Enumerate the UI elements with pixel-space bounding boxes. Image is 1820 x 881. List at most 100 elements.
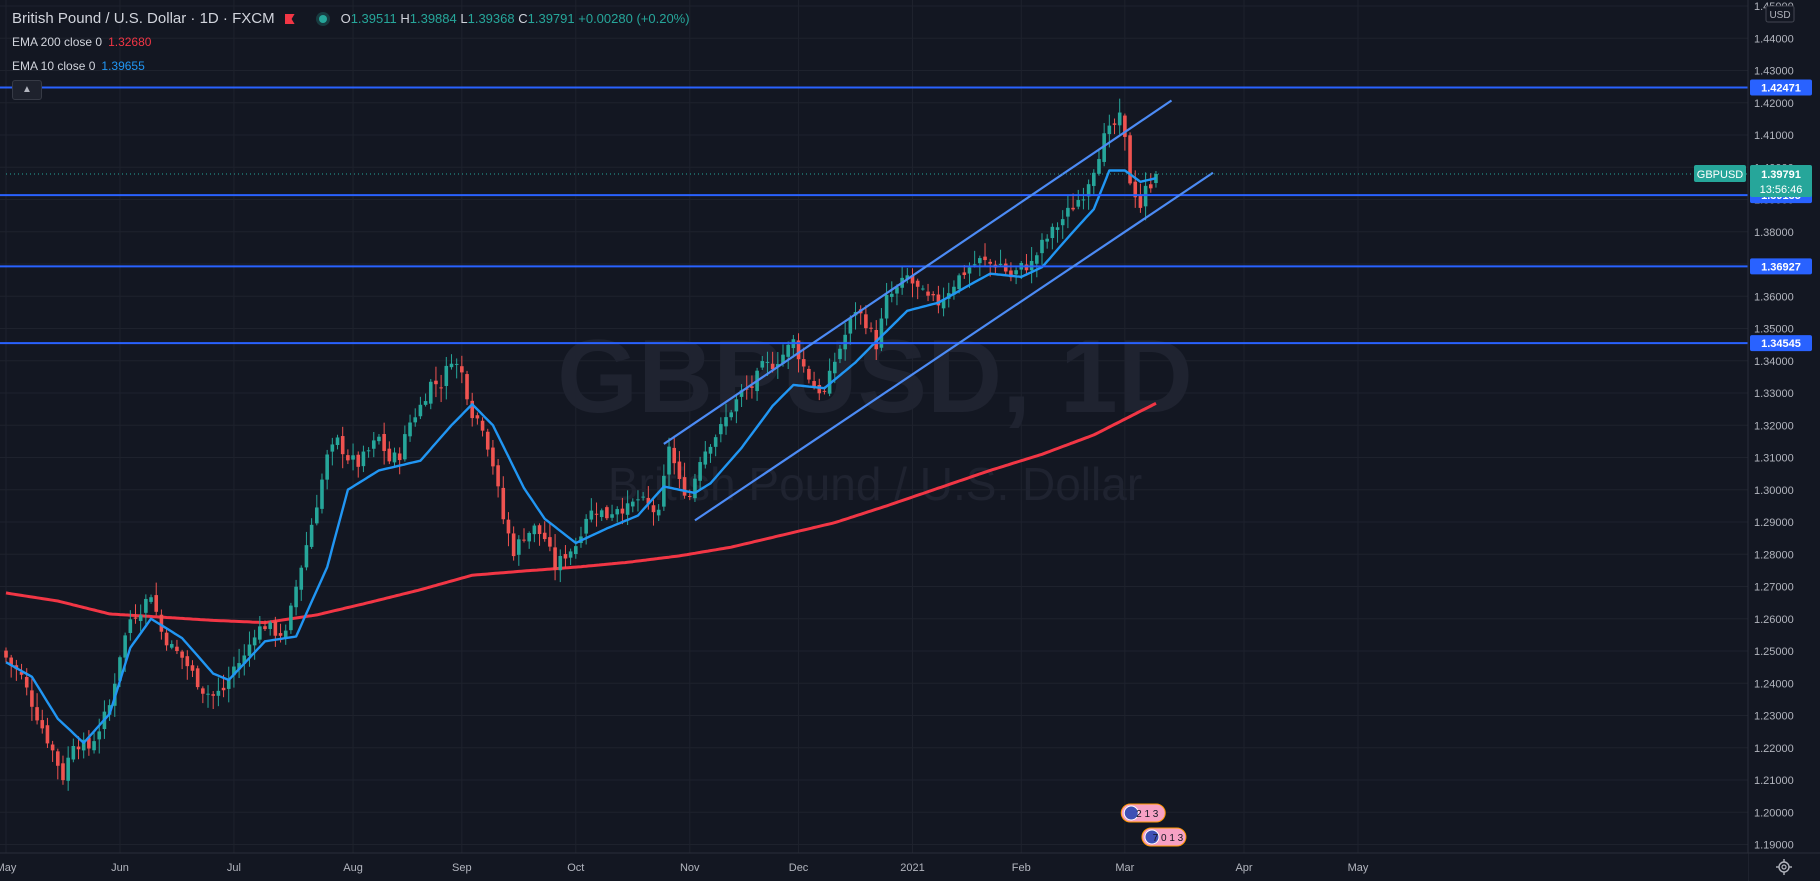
candle-body (812, 381, 816, 388)
ema10-legend[interactable]: EMA 10 close 0 1.39655 (12, 58, 145, 73)
candle-body (81, 739, 86, 751)
candle-body (66, 757, 70, 781)
candle-body (366, 450, 371, 452)
candle-body (1086, 184, 1091, 197)
candle-body (563, 554, 568, 559)
price-tick-label: 1.31000 (1754, 453, 1794, 465)
candle-body (278, 633, 283, 636)
candle-body (641, 496, 645, 498)
candle-body (309, 524, 314, 547)
ema200-name[interactable]: EMA 200 close 0 (12, 35, 103, 49)
candle-body (1071, 207, 1075, 210)
candle-body (491, 447, 495, 467)
price-tick-label: 1.25000 (1754, 646, 1794, 658)
candle-body (387, 448, 392, 462)
symbol-legend[interactable]: British Pound / U.S. Dollar · 1D · FXCM O… (12, 10, 690, 27)
ohlc-values: O1.39511 H1.39884 L1.39368 C1.39791 +0.0… (340, 11, 690, 26)
ema10-name[interactable]: EMA 10 close 0 (12, 59, 96, 73)
candle-body (423, 401, 428, 405)
candle-body (962, 272, 967, 276)
candle-body (1133, 181, 1138, 198)
candle-body (76, 746, 81, 750)
candle-body (1102, 133, 1106, 162)
candle-body (175, 646, 179, 652)
candle-body (283, 630, 288, 638)
candle-body (289, 605, 293, 631)
economic-event-flag-icon[interactable]: 2 1 3 (1120, 803, 1166, 823)
candle-body (615, 509, 620, 515)
candle-body (56, 751, 60, 766)
candle-body (625, 503, 630, 515)
candle-body (61, 763, 65, 781)
candle-body (750, 386, 754, 388)
channel-line-upper[interactable] (663, 99, 1173, 445)
candle-body (361, 451, 366, 467)
candle-body (40, 720, 45, 729)
candle-body (480, 420, 485, 431)
price-tick-label: 1.28000 (1754, 549, 1794, 561)
candle-body (242, 655, 247, 664)
flag-icon[interactable] (284, 14, 295, 24)
watermark-description: British Pound / U.S. Dollar (608, 458, 1142, 510)
ema200-legend[interactable]: EMA 200 close 0 1.32680 (12, 34, 151, 49)
price-tick-label: 1.21000 (1754, 775, 1794, 787)
candle-body (35, 707, 39, 721)
price-tick-label: 1.41000 (1754, 130, 1794, 142)
price-tick-label: 1.24000 (1754, 678, 1794, 690)
time-tick-label: May (1348, 862, 1369, 874)
ema10-value: 1.39655 (101, 59, 145, 73)
candle-body (770, 363, 775, 370)
candle-body (1040, 239, 1044, 254)
candle-body (128, 619, 133, 633)
candle-body (527, 532, 531, 542)
candle-body (211, 694, 215, 696)
candle-body (972, 264, 977, 266)
candle-body (397, 453, 402, 461)
time-tick-label: 2021 (900, 862, 924, 874)
candle-body (548, 537, 552, 547)
price-axis[interactable]: 1.450001.440001.430001.420001.410001.400… (1694, 0, 1820, 881)
currency-badge[interactable] (1765, 5, 1795, 23)
channel-line-lower[interactable] (694, 171, 1214, 522)
time-axis[interactable]: May Jun Jul Aug Sep Oct Nov Dec 2021 Feb Mar Apr May (0, 852, 1820, 881)
symbol-title[interactable]: British Pound / U.S. Dollar · 1D · FXCM (12, 10, 275, 27)
candle-body (796, 340, 801, 360)
candle-body (781, 354, 785, 364)
candle-body (983, 256, 987, 261)
candle-body (1092, 172, 1096, 186)
candle-body (92, 741, 96, 751)
candle-body (485, 431, 490, 450)
candle-body (164, 632, 169, 646)
candle-body (568, 551, 573, 558)
candle-body (537, 525, 542, 535)
candle-body (454, 363, 459, 365)
candle-body (801, 359, 806, 367)
gear-icon[interactable] (1776, 859, 1792, 875)
symbol-tag-label: GBPUSD (1697, 169, 1744, 181)
candle-body (252, 637, 257, 646)
chevron-up-icon[interactable]: ▲ (12, 80, 42, 100)
candle-body (910, 275, 915, 284)
candle-body (506, 519, 511, 534)
candle-body (786, 344, 790, 357)
candle-body (682, 477, 687, 496)
candle-body (9, 657, 13, 665)
candle-body (1003, 263, 1008, 272)
candle-body (185, 656, 190, 667)
event-markers[interactable]: 2 1 3 7 0 1 3 (1120, 803, 1187, 847)
close-value: 1.39791 (527, 11, 575, 26)
candle-body (470, 400, 474, 419)
candle-body (460, 366, 464, 373)
candle-body (765, 361, 770, 363)
candle-body (325, 454, 329, 480)
time-axis-ticks: May Jun Jul Aug Sep Oct Nov Dec 2021 Feb Mar Apr May (0, 862, 1369, 874)
candle-body (574, 546, 578, 555)
candle-body (221, 687, 226, 691)
drawings[interactable] (0, 86, 1748, 522)
candle-body (413, 417, 418, 423)
economic-event-flag-icon[interactable]: 7 0 1 3 (1141, 827, 1187, 847)
candle-body (299, 567, 304, 590)
low-value: 1.39368 (467, 11, 515, 26)
time-tick-label: Jul (227, 862, 241, 874)
